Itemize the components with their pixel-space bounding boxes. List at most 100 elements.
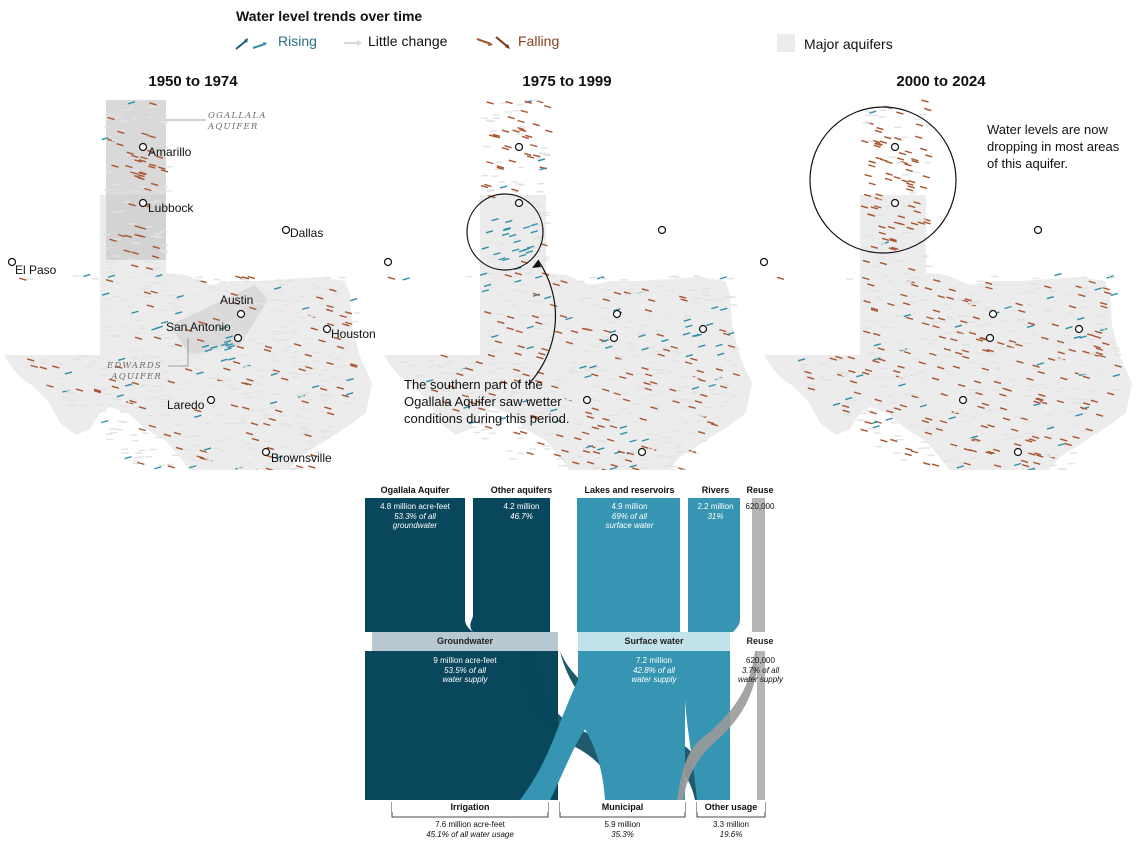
trend-mark: [295, 464, 304, 469]
trend-mark: [230, 292, 238, 297]
trend-mark: [937, 317, 946, 321]
trend-mark: [948, 416, 956, 420]
trend-mark: [906, 226, 914, 230]
trend-mark: [896, 157, 905, 161]
trend-mark: [1093, 335, 1102, 339]
trend-mark: [272, 369, 281, 373]
trend-mark: [496, 165, 504, 169]
trend-mark: [461, 394, 470, 398]
trend-mark: [708, 383, 716, 388]
trend-mark: [526, 325, 534, 329]
trend-mark: [685, 353, 693, 358]
trend-mark: [881, 237, 890, 241]
trend-mark: [939, 420, 948, 424]
trend-mark: [962, 355, 970, 359]
trend-mark: [1027, 322, 1036, 326]
trend-mark: [339, 314, 347, 319]
trend-mark: [874, 197, 883, 201]
trend-mark: [586, 415, 594, 419]
trend-mark: [929, 352, 937, 357]
trend-mark: [519, 128, 527, 133]
trend-mark: [500, 380, 508, 385]
trend-mark: [719, 385, 728, 389]
trend-mark: [985, 286, 993, 290]
trend-mark: [349, 298, 358, 302]
sankey-sources: [365, 498, 765, 632]
trend-mark: [1103, 291, 1112, 295]
trend-mark: [979, 337, 987, 341]
trend-mark: [249, 306, 257, 311]
trend-mark: [696, 369, 704, 374]
trend-mark: [526, 155, 535, 159]
trend-mark: [173, 431, 182, 436]
trend-mark: [167, 465, 175, 469]
trend-mark: [565, 316, 573, 321]
trend-mark: [194, 414, 202, 418]
trend-mark: [873, 343, 882, 347]
trend-mark: [478, 407, 486, 411]
trend-mark: [551, 385, 559, 389]
little-change-arrow-icon: [344, 40, 362, 46]
trend-mark: [574, 437, 582, 441]
trend-mark: [874, 398, 882, 402]
trend-mark: [1095, 413, 1104, 417]
trend-mark: [897, 215, 906, 219]
trend-mark: [201, 344, 210, 348]
trend-mark: [890, 438, 898, 443]
trend-mark: [193, 409, 202, 413]
trend-mark: [131, 154, 139, 159]
trend-mark: [333, 336, 342, 341]
trend-mark: [220, 326, 228, 330]
trend-mark: [1082, 350, 1090, 354]
trend-mark: [325, 308, 334, 312]
trend-mark: [1018, 309, 1026, 313]
trend-mark: [853, 391, 862, 395]
trend-mark: [223, 367, 231, 371]
trend-mark: [532, 122, 540, 127]
trend-mark: [502, 257, 510, 262]
trend-mark: [898, 152, 907, 156]
aquifer-swatch: [777, 34, 795, 52]
trend-mark: [877, 347, 885, 351]
trend-mark: [985, 281, 993, 285]
trend-mark: [954, 351, 963, 355]
trend-mark: [1013, 462, 1022, 467]
trend-mark: [873, 144, 881, 148]
trend-mark: [887, 225, 896, 230]
trend-mark: [879, 140, 888, 144]
trend-mark: [537, 441, 545, 446]
trend-mark: [387, 276, 396, 280]
trend-mark: [884, 136, 892, 140]
trend-mark: [968, 331, 977, 335]
trend-mark: [1090, 399, 1098, 403]
trend-mark: [1028, 452, 1036, 456]
legend-rising: Rising: [278, 33, 317, 49]
trend-mark: [932, 309, 941, 313]
trend-mark: [326, 322, 335, 327]
trend-mark: [1114, 364, 1122, 368]
trend-mark: [545, 129, 553, 133]
trend-mark: [672, 400, 680, 404]
trend-mark: [496, 166, 504, 171]
trend-mark: [832, 402, 841, 407]
trend-mark: [1076, 316, 1085, 321]
trend-mark: [130, 171, 138, 175]
trend-mark: [488, 392, 496, 397]
trend-mark: [309, 453, 318, 458]
falling-arrows-icon: [476, 36, 510, 49]
trend-mark: [985, 451, 993, 455]
trend-mark: [494, 340, 503, 344]
trend-mark: [1036, 362, 1045, 366]
trend-mark: [601, 339, 609, 343]
trend-mark: [870, 307, 879, 311]
trend-mark: [973, 438, 981, 442]
trend-mark: [146, 304, 155, 308]
trend-mark: [878, 358, 886, 362]
trend-mark: [722, 332, 731, 336]
trend-mark: [872, 425, 880, 429]
trend-mark: [1037, 370, 1045, 375]
trend-mark: [506, 315, 515, 319]
trend-mark: [960, 320, 968, 324]
trend-mark: [1110, 292, 1118, 297]
trend-mark: [75, 388, 84, 392]
